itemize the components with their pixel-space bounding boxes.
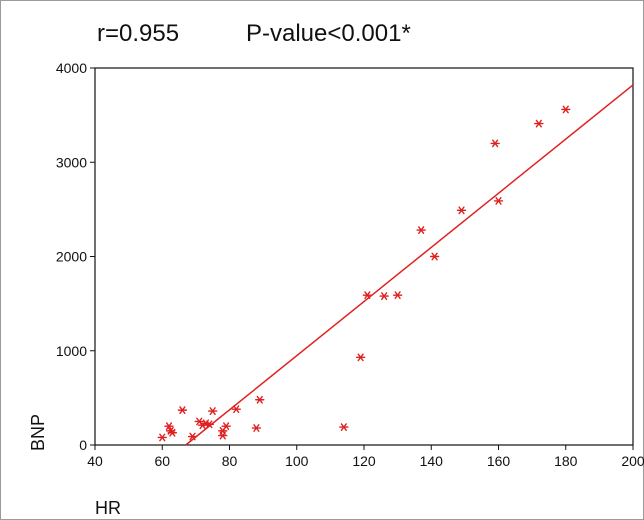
x-tick-label: 160	[487, 453, 511, 469]
plot-area-border	[94, 67, 634, 446]
data-point	[204, 420, 215, 429]
x-tick-label: 80	[222, 453, 238, 469]
data-point	[379, 292, 389, 300]
p-value: P-value<0.001*	[246, 20, 411, 47]
data-point	[187, 432, 198, 441]
x-tick-label: 60	[154, 453, 170, 469]
data-point	[167, 428, 178, 437]
x-axis-label: HR	[95, 498, 121, 518]
data-point	[534, 119, 544, 128]
data-point	[251, 424, 262, 432]
tick-labels: 40 60 80 100 120 140 160 180 2000100020003000400…	[56, 60, 644, 469]
data-point	[218, 426, 228, 435]
x-tick-label: 140	[420, 453, 444, 469]
data-point	[456, 206, 467, 215]
y-tick-label: 0	[79, 437, 87, 453]
data-point	[493, 196, 504, 205]
data-point	[231, 405, 241, 414]
data-point	[355, 353, 366, 362]
y-tick-label: 3000	[56, 154, 87, 170]
y-axis-label: BNP	[28, 414, 48, 451]
data-point	[561, 105, 571, 114]
data-points	[157, 105, 571, 442]
data-point	[221, 422, 231, 431]
y-tick-label: 1000	[56, 343, 87, 359]
data-point	[157, 433, 167, 442]
data-point	[218, 431, 228, 440]
x-tick-label: 180	[554, 453, 578, 469]
data-point	[339, 423, 349, 431]
data-point	[416, 226, 426, 235]
data-point	[164, 422, 174, 431]
correlation-coefficient: r=0.955	[97, 20, 180, 47]
data-point	[177, 406, 188, 415]
fit-line-layer	[185, 84, 634, 446]
data-point	[362, 291, 373, 300]
x-tick-label: 200	[621, 453, 644, 469]
regression-line	[185, 84, 634, 446]
plot-axes	[90, 67, 634, 450]
data-point	[490, 139, 500, 148]
x-tick-label: 120	[352, 453, 376, 469]
x-tick-label: 100	[285, 453, 309, 469]
data-point	[207, 407, 218, 415]
x-tick-label: 40	[87, 453, 103, 469]
y-tick-label: 2000	[56, 249, 87, 265]
data-point	[392, 291, 403, 300]
data-point	[255, 395, 265, 404]
y-tick-label: 4000	[56, 60, 87, 76]
data-point	[429, 252, 440, 261]
